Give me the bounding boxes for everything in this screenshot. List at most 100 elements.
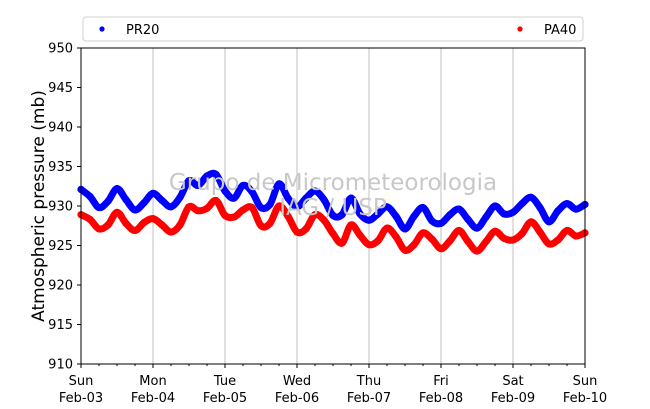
y-tick-label: 945 (48, 81, 73, 96)
data-point-pr20 (473, 224, 481, 232)
data-point-pr20 (446, 211, 454, 219)
data-point-pr20 (554, 207, 562, 215)
data-point-pa40 (257, 222, 265, 230)
data-point-pr20 (410, 212, 418, 220)
data-point-pr20 (437, 219, 445, 227)
data-point-pa40 (410, 241, 418, 249)
data-point-pr20 (401, 225, 409, 233)
data-point-pa40 (302, 225, 310, 233)
watermark: Grupo de Micrometeorologia IAG / USP (169, 170, 497, 221)
data-point-pa40 (536, 228, 544, 236)
data-point-pa40 (419, 229, 427, 237)
data-point-pa40 (455, 226, 463, 235)
data-point-pa40 (347, 221, 355, 229)
data-point-pr20 (347, 194, 355, 202)
data-point-pa40 (275, 202, 283, 210)
data-point-pr20 (221, 187, 229, 195)
y-tick-label: 930 (48, 200, 73, 215)
data-point-pa40 (311, 211, 319, 219)
data-point-pr20 (482, 213, 490, 221)
data-point-pa40 (95, 225, 103, 233)
data-point-pr20 (536, 203, 544, 212)
data-point-pr20 (302, 194, 310, 202)
data-point-pr20 (428, 217, 436, 225)
x-tick-label: Mon Feb-04 (131, 374, 175, 406)
data-point-pr20 (455, 205, 463, 213)
legend-marker-pr20 (99, 26, 105, 32)
data-point-pr20 (86, 192, 94, 201)
watermark-line-2: IAG / USP (279, 195, 387, 221)
data-point-pr20 (167, 203, 175, 211)
data-point-pa40 (383, 224, 391, 232)
data-point-pa40 (131, 226, 139, 235)
data-point-pa40 (167, 228, 175, 236)
data-point-pr20 (338, 211, 346, 219)
data-point-pr20 (518, 200, 526, 208)
data-point-pr20 (374, 210, 382, 218)
data-point-pa40 (140, 218, 148, 227)
data-point-pr20 (122, 196, 130, 204)
data-point-pa40 (122, 219, 130, 227)
data-point-pr20 (545, 218, 553, 226)
data-point-pa40 (284, 212, 292, 220)
data-point-pa40 (563, 226, 571, 235)
series-layer (77, 169, 589, 255)
y-tick-label: 950 (48, 42, 73, 57)
legend-label-pa40: PA40 (544, 23, 576, 38)
data-point-pa40 (239, 206, 247, 214)
data-point-pa40 (212, 196, 220, 205)
data-point-pr20 (230, 194, 238, 202)
data-point-pa40 (356, 231, 364, 239)
x-tick-label: Thu Feb-07 (347, 374, 391, 406)
data-point-pr20 (185, 177, 193, 185)
data-point-pr20 (419, 203, 427, 212)
data-point-pa40 (158, 221, 166, 229)
data-point-pr20 (158, 196, 166, 205)
data-point-pa40 (266, 219, 274, 227)
data-point-pr20 (383, 203, 391, 211)
data-point-pa40 (185, 203, 193, 211)
data-point-pa40 (293, 228, 301, 236)
x-tick-label: Sat Feb-09 (491, 374, 535, 406)
x-tick-label: Wed Feb-06 (275, 374, 319, 406)
data-point-pa40 (437, 245, 445, 253)
data-point-pa40 (482, 237, 490, 246)
y-tick-label: 925 (48, 239, 73, 254)
data-point-pa40 (446, 237, 454, 245)
data-point-pr20 (248, 188, 256, 196)
legend-label-pr20: PR20 (126, 23, 159, 38)
data-point-pa40 (491, 227, 499, 235)
legend: PR20 PA40 (82, 16, 584, 42)
y-tick-label: 935 (48, 160, 73, 175)
data-point-pr20 (194, 181, 202, 190)
data-point-pr20 (284, 194, 292, 202)
data-point-pa40 (194, 207, 202, 215)
data-point-pa40 (518, 230, 526, 238)
y-tick-label: 920 (48, 279, 73, 294)
data-point-pr20 (149, 189, 157, 197)
data-point-pa40 (527, 218, 535, 226)
data-point-pr20 (509, 208, 517, 216)
y-axis-label: Atmospheric pressure (mb) (29, 90, 49, 322)
data-point-pa40 (401, 246, 409, 254)
data-point-pr20 (365, 216, 373, 224)
data-point-pa40 (221, 211, 229, 220)
watermark-line-1: Grupo de Micrometeorologia (169, 170, 497, 196)
data-point-pr20 (293, 203, 301, 211)
data-point-pa40 (473, 247, 481, 255)
data-point-pa40 (554, 236, 562, 244)
y-axis: 910 915 920 925 930 935 940 945 950 (48, 42, 81, 373)
data-point-pa40 (500, 234, 508, 242)
x-tick-label: Sun Feb-10 (563, 374, 607, 406)
data-point-pr20 (572, 205, 580, 213)
data-point-pr20 (176, 193, 184, 201)
data-point-pr20 (527, 193, 535, 201)
x-tick-label: Tue Feb-05 (203, 374, 247, 406)
data-point-pr20 (356, 210, 364, 218)
data-point-pr20 (95, 203, 103, 212)
data-point-pr20 (203, 172, 211, 180)
data-point-pa40 (176, 221, 184, 229)
data-point-pa40 (230, 213, 238, 221)
data-point-pr20 (491, 202, 499, 210)
